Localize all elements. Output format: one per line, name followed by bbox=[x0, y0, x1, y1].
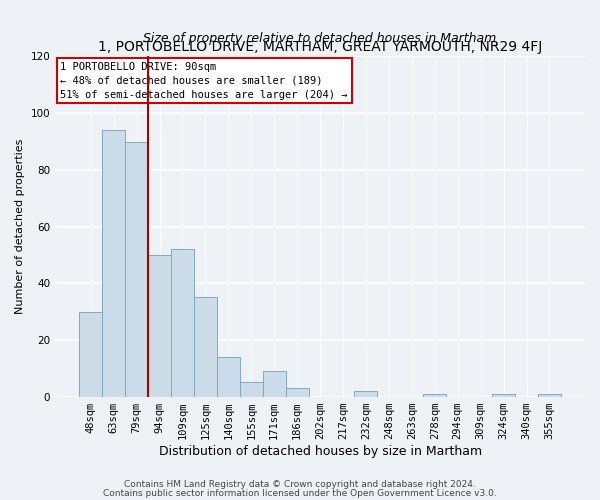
Bar bbox=[423, 394, 446, 396]
Text: Contains HM Land Registry data © Crown copyright and database right 2024.: Contains HM Land Registry data © Crown c… bbox=[124, 480, 476, 489]
Bar bbox=[79, 312, 102, 396]
Bar bbox=[240, 382, 263, 396]
X-axis label: Distribution of detached houses by size in Martham: Distribution of detached houses by size … bbox=[158, 444, 482, 458]
Bar bbox=[355, 391, 377, 396]
Bar bbox=[263, 371, 286, 396]
Bar bbox=[217, 357, 240, 397]
Bar bbox=[194, 298, 217, 396]
Text: Size of property relative to detached houses in Martham: Size of property relative to detached ho… bbox=[143, 32, 497, 44]
Bar bbox=[148, 255, 171, 396]
Title: 1, PORTOBELLO DRIVE, MARTHAM, GREAT YARMOUTH, NR29 4FJ: 1, PORTOBELLO DRIVE, MARTHAM, GREAT YARM… bbox=[98, 40, 542, 54]
Bar bbox=[492, 394, 515, 396]
Bar bbox=[286, 388, 308, 396]
Y-axis label: Number of detached properties: Number of detached properties bbox=[15, 139, 25, 314]
Bar bbox=[102, 130, 125, 396]
Text: 1 PORTOBELLO DRIVE: 90sqm
← 48% of detached houses are smaller (189)
51% of semi: 1 PORTOBELLO DRIVE: 90sqm ← 48% of detac… bbox=[61, 62, 348, 100]
Text: Contains public sector information licensed under the Open Government Licence v3: Contains public sector information licen… bbox=[103, 489, 497, 498]
Bar bbox=[171, 249, 194, 396]
Bar bbox=[538, 394, 561, 396]
Bar bbox=[125, 142, 148, 396]
